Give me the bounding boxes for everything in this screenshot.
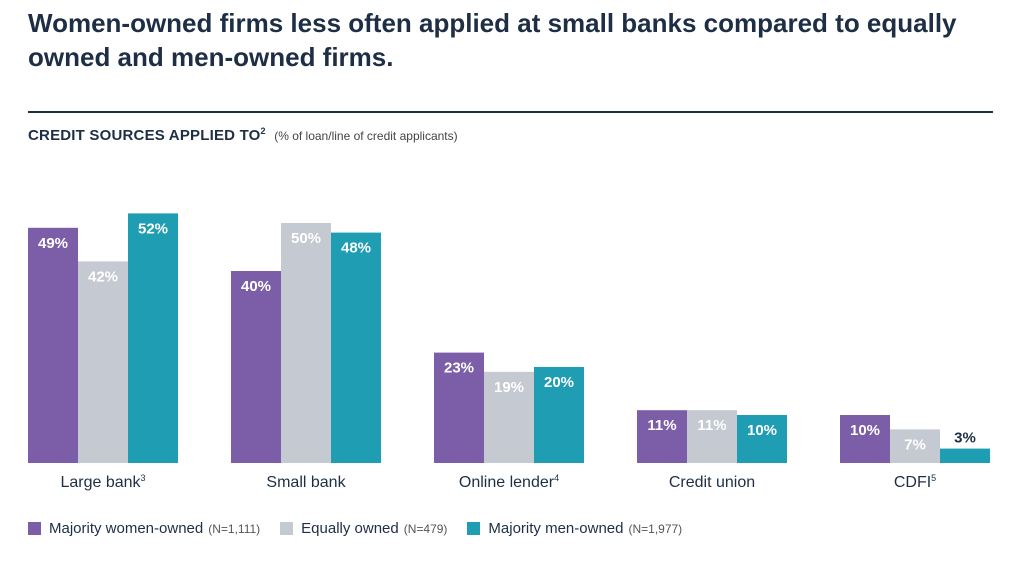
data-label-equal-0: 42%: [88, 268, 118, 285]
bar-women-0: [28, 227, 78, 463]
subtitle-text: CREDIT SOURCES APPLIED TO: [28, 127, 261, 144]
legend: Majority women-owned (N=1,111) Equally o…: [28, 520, 702, 537]
category-label-2: Online lender4: [459, 473, 559, 491]
bar-men-1: [331, 232, 381, 463]
legend-n-men: (N=1,977): [628, 521, 683, 536]
bar-equal-0: [78, 261, 128, 463]
legend-swatch-men: [467, 522, 481, 535]
data-label-men-0: 52%: [138, 220, 168, 237]
bar-equal-4: [890, 429, 940, 463]
bar-men-4: [940, 448, 990, 463]
bar-equal-2: [484, 371, 534, 463]
subtitle-footnote: 2: [260, 126, 266, 136]
bar-equal-3: [687, 410, 737, 463]
legend-swatch-women: [28, 522, 41, 535]
subtitle-note: (% of loan/line of credit applicants): [274, 129, 458, 143]
data-label-men-2: 20%: [544, 374, 574, 391]
data-label-equal-4: 7%: [904, 436, 926, 453]
category-footnote-4: 5: [931, 473, 936, 483]
legend-item-men: Majority men-owned (N=1,977): [467, 520, 682, 537]
bar-women-2: [434, 352, 484, 463]
chart-title: Women-owned firms less often applied at …: [28, 8, 957, 72]
category-label-1: Small bank: [266, 474, 346, 491]
category-label-3: Credit union: [669, 474, 755, 491]
legend-swatch-equal: [280, 522, 294, 535]
bar-chart: 49% 42% 52% Large bank3 40% 50% 48% Small bank 2…: [28, 213, 990, 491]
data-label-equal-2: 19%: [494, 379, 524, 396]
subtitle-main: CREDIT SOURCES APPLIED TO2: [28, 126, 266, 144]
data-label-women-4: 10%: [850, 422, 880, 439]
legend-item-equal: Equally owned (N=479): [280, 520, 447, 537]
category-footnote-0: 3: [141, 473, 146, 483]
bar-men-0: [128, 213, 178, 463]
bar-women-4: [840, 415, 890, 463]
bar-men-2: [534, 367, 584, 463]
legend-label-men: Majority men-owned: [488, 520, 624, 537]
category-label-0: Large bank3: [60, 473, 145, 491]
category-label-4: CDFI5: [894, 473, 936, 491]
chart-subtitle: CREDIT SOURCES APPLIED TO2 (% of loan/li…: [28, 126, 458, 145]
data-label-women-2: 23%: [444, 360, 474, 377]
bar-men-3: [737, 415, 787, 463]
data-label-men-3: 10%: [747, 422, 777, 439]
category-footnote-2: 4: [554, 473, 559, 483]
title-divider: [28, 111, 993, 113]
data-label-men-1: 48%: [341, 240, 371, 257]
legend-n-equal: (N=479): [403, 521, 448, 536]
data-label-women-3: 11%: [647, 417, 676, 434]
legend-item-women: Majority women-owned (N=1,111): [28, 520, 260, 537]
legend-label-equal: Equally owned: [301, 520, 399, 537]
bar-women-1: [231, 271, 281, 463]
bar-women-3: [637, 410, 687, 463]
data-label-women-1: 40%: [241, 278, 271, 295]
data-label-women-0: 49%: [38, 235, 68, 252]
bar-equal-1: [281, 223, 331, 463]
data-label-equal-1: 50%: [291, 230, 321, 247]
legend-n-women: (N=1,111): [208, 521, 261, 536]
legend-label-women: Majority women-owned: [49, 520, 204, 537]
data-label-equal-3: 11%: [697, 417, 726, 434]
data-label-men-4: 3%: [954, 430, 976, 447]
